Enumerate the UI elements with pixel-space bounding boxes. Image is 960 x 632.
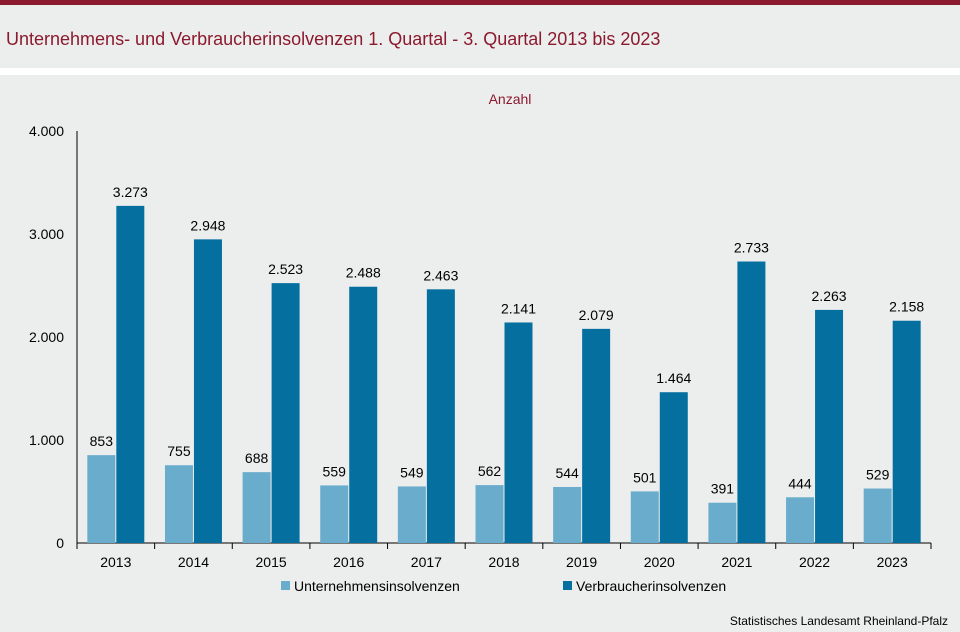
bar-unternehmen xyxy=(397,486,426,543)
data-label: 391 xyxy=(711,481,735,497)
data-label: 688 xyxy=(245,450,269,466)
bar-unternehmen xyxy=(863,488,892,543)
y-tick-label: 1.000 xyxy=(29,432,64,448)
bar-verbraucher xyxy=(193,239,222,543)
bar-verbraucher xyxy=(271,283,300,543)
top-accent-bar xyxy=(0,0,960,5)
data-label: 2.948 xyxy=(190,217,225,233)
x-tick-label: 2014 xyxy=(178,554,209,570)
data-label: 1.464 xyxy=(656,370,691,386)
bar-verbraucher xyxy=(737,261,766,543)
x-tick-label: 2022 xyxy=(799,554,830,570)
bar-unternehmen xyxy=(320,485,349,543)
bar-unternehmen xyxy=(630,491,659,543)
data-label: 2.079 xyxy=(579,307,614,323)
bar-verbraucher xyxy=(892,320,921,543)
data-label: 853 xyxy=(90,433,114,449)
bar-unternehmen xyxy=(475,485,504,543)
y-tick-label: 0 xyxy=(56,535,64,551)
data-label: 2.488 xyxy=(346,265,381,281)
x-tick-label: 2013 xyxy=(100,554,131,570)
x-tick-label: 2017 xyxy=(411,554,442,570)
data-label: 2.733 xyxy=(734,240,769,256)
bar-unternehmen xyxy=(164,465,193,543)
legend-swatch xyxy=(563,581,572,590)
x-tick-label: 2018 xyxy=(488,554,519,570)
data-label: 2.263 xyxy=(812,288,847,304)
unit-label: Anzahl xyxy=(488,91,532,107)
y-tick-label: 3.000 xyxy=(29,226,64,242)
data-label: 3.273 xyxy=(113,184,148,200)
bar-verbraucher xyxy=(659,392,688,543)
bar-unternehmen xyxy=(786,497,815,543)
bar-verbraucher xyxy=(815,309,844,543)
title-band: Unternehmens- und Verbraucherinsolvenzen… xyxy=(0,5,960,68)
data-label: 2.158 xyxy=(889,299,924,315)
source-note: Statistisches Landesamt Rheinland-Pfalz xyxy=(729,614,948,628)
y-tick-label: 2.000 xyxy=(29,329,64,345)
x-tick-label: 2015 xyxy=(256,554,287,570)
bar-verbraucher xyxy=(504,322,533,543)
data-label: 559 xyxy=(323,463,347,479)
legend-swatch xyxy=(281,581,290,590)
data-label: 529 xyxy=(866,467,890,483)
data-label: 501 xyxy=(633,469,657,485)
bar-unternehmen xyxy=(242,472,271,543)
data-label: 444 xyxy=(788,475,812,491)
data-label: 2.463 xyxy=(423,267,458,283)
x-tick-label: 2023 xyxy=(877,554,908,570)
legend-label: Unternehmensinsolvenzen xyxy=(294,578,460,594)
bar-unternehmen xyxy=(553,486,582,543)
bar-verbraucher xyxy=(426,289,455,543)
bar-chart: 0 1.000 2.000 3.000 4.000 2013 2014 2015 2016 201… xyxy=(29,123,932,594)
data-label: 562 xyxy=(478,463,502,479)
legend-label: Verbraucherinsolvenzen xyxy=(576,578,726,594)
data-label: 2.523 xyxy=(268,261,303,277)
x-tick-label: 2021 xyxy=(721,554,752,570)
bar-unternehmen xyxy=(708,502,737,543)
y-tick-label: 4.000 xyxy=(29,123,64,139)
chart-area: Anzahl 0 1.000 2.000 3.000 4.000 2013 2014 2015… xyxy=(0,75,960,632)
data-label: 544 xyxy=(555,465,579,481)
data-label: 2.141 xyxy=(501,300,536,316)
bar-verbraucher xyxy=(582,328,611,543)
x-tick-label: 2016 xyxy=(333,554,364,570)
data-label: 549 xyxy=(400,464,424,480)
x-tick-label: 2019 xyxy=(566,554,597,570)
bar-unternehmen xyxy=(87,455,116,543)
data-label: 755 xyxy=(167,443,191,459)
x-tick-label: 2020 xyxy=(644,554,675,570)
bar-verbraucher xyxy=(116,205,145,544)
bar-verbraucher xyxy=(349,286,378,543)
page-title: Unternehmens- und Verbraucherinsolvenzen… xyxy=(6,29,661,49)
